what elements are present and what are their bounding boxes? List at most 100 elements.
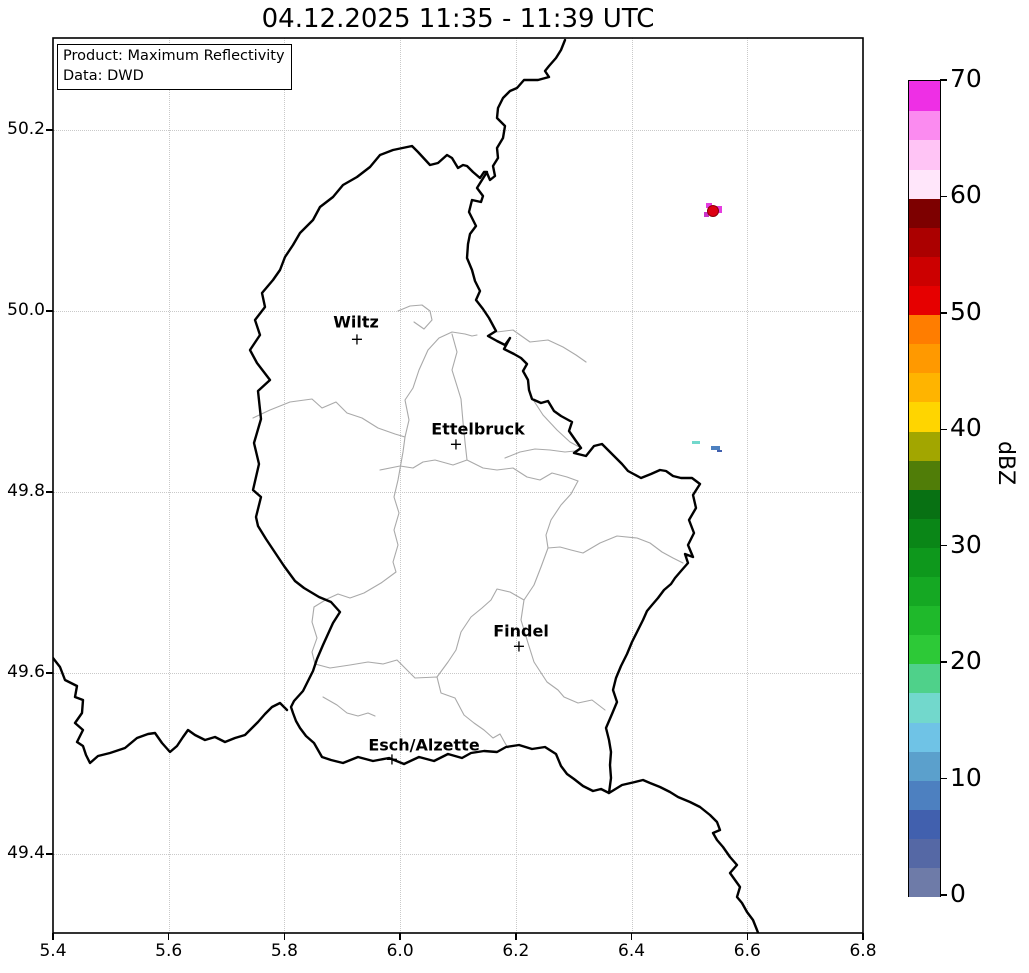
colorbar-segment	[909, 459, 940, 490]
x-tick-label: 6.4	[618, 941, 646, 961]
product-line: Product: Maximum Reflectivity	[63, 48, 285, 64]
gridline-vertical	[400, 38, 402, 933]
y-tick-label: 49.4	[7, 843, 45, 863]
y-tick-label: 50.0	[7, 300, 45, 320]
colorbar-tick-mark	[940, 79, 947, 81]
gridline-horizontal	[53, 854, 863, 855]
canton-boundary	[504, 447, 582, 459]
canton-boundary	[451, 333, 468, 461]
gridline-horizontal	[53, 311, 863, 312]
colorbar-segment	[909, 372, 940, 403]
colorbar-tick-mark	[940, 894, 947, 896]
plot-frame	[52, 37, 864, 934]
gridline-horizontal	[53, 673, 863, 674]
colorbar-segment	[909, 168, 940, 199]
y-tick-label: 50.2	[7, 119, 45, 139]
x-tick-label: 5.6	[155, 941, 183, 961]
colorbar-segment	[909, 430, 940, 461]
x-tick-mark	[746, 933, 749, 940]
radar-echo-cell-1	[707, 205, 719, 217]
city-marker: +	[350, 329, 364, 349]
colorbar	[908, 80, 941, 898]
colorbar-tick-label: 30	[950, 529, 982, 559]
city-label: Findel	[493, 621, 549, 641]
x-tick-mark	[399, 933, 401, 940]
colorbar-segment	[909, 634, 940, 665]
france-belgium-border	[53, 656, 289, 765]
y-tick-label: 49.8	[7, 481, 45, 501]
colorbar-segment	[909, 284, 940, 316]
colorbar-segment	[909, 255, 940, 286]
city-marker: +	[449, 434, 463, 454]
colorbar-segment	[909, 197, 940, 228]
x-tick-label: 5.4	[39, 941, 67, 961]
canton-boundary	[436, 588, 525, 678]
city-marker: +	[512, 636, 526, 656]
colorbar-tick-mark	[940, 544, 947, 547]
colorbar-tick-label: 50	[950, 296, 982, 326]
city-label: Esch/Alzette	[368, 735, 480, 755]
luxembourg-border	[248, 144, 702, 795]
colorbar-segment	[909, 779, 940, 810]
colorbar-tick-label: 60	[950, 180, 982, 210]
canton-boundary	[311, 436, 406, 665]
colorbar-tick-mark	[940, 428, 947, 431]
radar-echo-cell-2	[692, 441, 700, 444]
x-tick-mark	[52, 933, 54, 940]
colorbar-segment	[909, 721, 940, 752]
france-germany-border	[607, 778, 760, 933]
canton-boundary	[547, 535, 684, 564]
colorbar-tick-label: 70	[950, 64, 982, 93]
canton-boundaries	[252, 304, 684, 749]
radar-echo-cell-1	[704, 212, 709, 217]
colorbar-tick-label: 10	[950, 762, 982, 792]
x-tick-mark	[515, 933, 517, 940]
canton-boundary	[322, 696, 376, 717]
colorbar-segment	[909, 663, 940, 694]
gridline-vertical	[284, 38, 286, 933]
colorbar-tick-mark	[940, 195, 947, 198]
district-boundary-germany	[496, 329, 587, 363]
x-tick-label: 6.8	[849, 941, 877, 961]
page-title: 04.12.2025 11:35 - 11:39 UTC	[261, 4, 655, 34]
colorbar-segment	[909, 837, 940, 869]
x-tick-label: 6.6	[733, 941, 761, 961]
district-boundary-germany	[531, 397, 582, 449]
canton-boundary	[520, 547, 606, 711]
x-tick-mark	[167, 933, 170, 940]
y-tick-label: 49.6	[7, 662, 45, 682]
colorbar-segment	[909, 139, 940, 170]
colorbar-segment	[909, 808, 940, 839]
gridline-vertical	[515, 38, 517, 933]
x-tick-mark	[283, 933, 286, 940]
colorbar-segment	[909, 692, 940, 723]
canton-boundary	[252, 398, 406, 438]
gridline-vertical	[168, 38, 170, 933]
canton-boundary	[314, 659, 509, 749]
y-tick-mark	[46, 491, 53, 493]
colorbar-tick-label: 0	[950, 879, 966, 908]
city-marker: +	[385, 749, 399, 769]
canton-boundary	[379, 459, 579, 482]
y-tick-mark	[46, 672, 53, 674]
colorbar-segment	[909, 110, 940, 141]
colorbar-segment	[909, 750, 940, 781]
colorbar-segment	[909, 546, 940, 578]
colorbar-segment	[909, 313, 940, 345]
colorbar-segment	[909, 575, 940, 607]
x-tick-mark	[862, 933, 864, 940]
gridline-vertical	[747, 38, 749, 933]
colorbar-tick-mark	[940, 777, 947, 780]
radar-echo-cell-3	[717, 450, 722, 452]
colorbar-segment	[909, 604, 940, 636]
y-tick-mark	[46, 853, 53, 855]
canton-boundary	[397, 304, 433, 330]
x-tick-label: 6.0	[386, 941, 414, 961]
canton-boundary	[545, 480, 579, 549]
gridline-horizontal	[53, 492, 863, 493]
x-tick-mark	[630, 933, 633, 940]
canton-boundary	[404, 331, 478, 438]
colorbar-segment	[909, 517, 940, 548]
x-tick-label: 6.2	[502, 941, 530, 961]
